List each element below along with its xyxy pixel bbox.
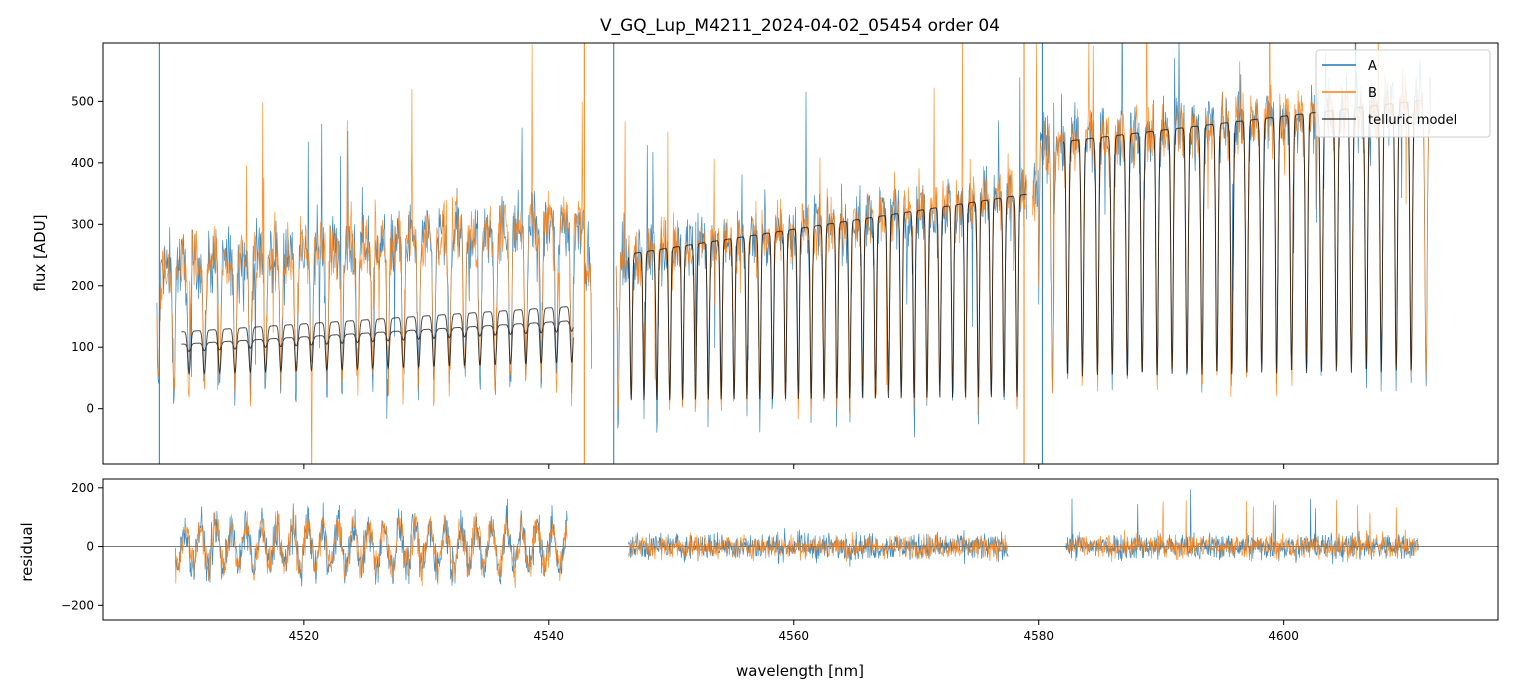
bottom-plot-area: [103, 489, 1498, 589]
top-ytick-label-300: 300: [71, 217, 94, 231]
top-ytick-label-400: 400: [71, 156, 94, 170]
top-panel: 0 100 200 300 400 500 flux [ADU] A B telluric…: [31, 42, 1499, 469]
bottom-ytick-label-200: 200: [71, 481, 94, 495]
bottom-panel: −200 0 200 4520 4540 4560 4580 4600 residual w…: [18, 478, 1499, 680]
chart-title: V_GQ_Lup_M4211_2024-04-02_05454 order 04: [600, 16, 1000, 36]
bottom-xtick-label-4520: 4520: [289, 629, 320, 643]
top-ytick-label-500: 500: [71, 94, 94, 108]
bottom-xtick-label-4540: 4540: [534, 629, 565, 643]
top-axes-frame: [102, 42, 1499, 465]
bottom-xtick-label-4600: 4600: [1268, 629, 1299, 643]
spectrum-b-line: [156, 43, 1431, 464]
bottom-y-axis-label: residual: [18, 522, 36, 581]
top-y-axis-label: flux [ADU]: [31, 214, 49, 291]
telluric-model-line: [181, 100, 1419, 401]
bottom-y-ticks: −200 0 200: [61, 481, 103, 612]
top-x-ticks: [303, 464, 1285, 469]
legend-label-a: A: [1368, 59, 1377, 74]
top-ytick-label-200: 200: [71, 279, 94, 293]
bottom-x-ticks: 4520 4540 4560 4580 4600: [289, 620, 1299, 643]
legend-label-telluric: telluric model: [1368, 113, 1457, 128]
top-ytick-label-100: 100: [71, 340, 94, 354]
bottom-ytick-label--200: −200: [61, 598, 94, 612]
legend-label-b: B: [1368, 86, 1377, 101]
legend[interactable]: A B telluric model: [1315, 49, 1491, 138]
bottom-xtick-label-4580: 4580: [1023, 629, 1054, 643]
top-ytick-label-0: 0: [86, 402, 94, 416]
residual-b-line: [174, 499, 1419, 589]
bottom-axes-frame: [102, 478, 1499, 621]
top-y-ticks: 0 100 200 300 400 500: [71, 94, 103, 416]
top-plot-area: [156, 43, 1431, 464]
bottom-xtick-label-4560: 4560: [778, 629, 809, 643]
legend-frame: [1315, 49, 1491, 138]
x-axis-label: wavelength [nm]: [736, 662, 864, 680]
bottom-ytick-label-0: 0: [86, 540, 94, 554]
